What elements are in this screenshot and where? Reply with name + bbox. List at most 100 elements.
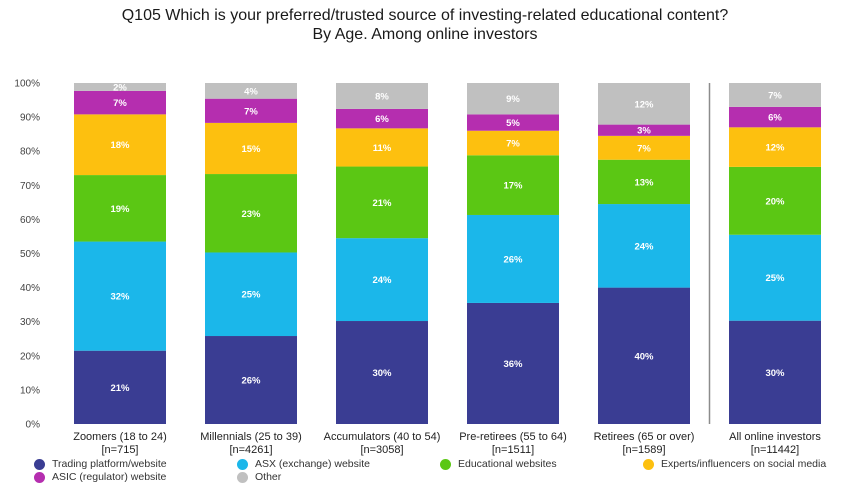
category-label: Millennials (25 to 39) [200, 431, 302, 443]
bar-stack: 30% 25% 20% 12% 6% 7% [729, 83, 821, 424]
bar-segment [467, 83, 559, 115]
bar-segment [205, 174, 297, 253]
category-label: Zoomers (18 to 24) [73, 431, 167, 443]
bar-segment [467, 155, 559, 215]
legend-swatch [440, 458, 451, 470]
bar-segment [205, 83, 297, 99]
category-sample-size: [n=3058] [360, 444, 403, 456]
bar-segment [205, 252, 297, 337]
bar-segment [598, 287, 690, 424]
data-label: 21% [372, 198, 392, 209]
data-label: 13% [634, 177, 654, 188]
category-sample-size: [n=11442] [751, 444, 799, 456]
bar-segment [205, 98, 297, 123]
bar-segment [74, 241, 166, 351]
data-label: 24% [634, 241, 654, 252]
bar-segment [205, 336, 297, 424]
legend-swatch [34, 471, 45, 483]
data-label: 6% [768, 113, 782, 124]
bar-segment [336, 83, 428, 109]
bar-segment [467, 214, 559, 303]
bar-stack: 36% 26% 17% 7% 5% 9% [467, 83, 559, 424]
x-axis-labels: Zoomers (18 to 24)[n=715] Millennials (25… [73, 431, 821, 456]
legend: Trading platform/website ASX (exchange) w… [34, 458, 834, 488]
category-label: Pre-retirees (55 to 64) [459, 431, 567, 443]
category-label: All online investors [729, 431, 821, 443]
bar-segment [598, 159, 690, 205]
bar-segment [598, 135, 690, 160]
legend-label: Other [255, 471, 282, 483]
y-tick-label: 40% [20, 283, 40, 294]
data-label: 11% [373, 143, 392, 154]
bar-segment [729, 320, 821, 424]
chart-title-line-2: By Age. Among online investors [312, 26, 538, 43]
legend-item: Experts/influencers on social media [643, 458, 826, 470]
legend-item: ASIC (regulator) website [34, 471, 166, 483]
legend-label: ASIC (regulator) website [52, 471, 167, 483]
data-label: 9% [506, 94, 520, 105]
data-label: 19% [110, 204, 130, 215]
category-sample-size: [n=1511] [492, 444, 534, 456]
bar-segment [74, 90, 166, 115]
data-label: 8% [375, 91, 389, 102]
category-label: Retirees (65 or over) [594, 431, 695, 443]
data-label: 30% [765, 368, 785, 379]
data-label: 26% [503, 254, 523, 265]
legend-swatch [643, 458, 654, 470]
bar-segment [729, 166, 821, 235]
y-tick-label: 20% [20, 351, 40, 362]
bar-segment [467, 302, 559, 424]
y-axis: 0% 10% 20% 30% 40% 50% 60% 70% 80% 90% 100% [14, 79, 40, 431]
data-label: 18% [110, 140, 130, 151]
data-label: 25% [241, 290, 261, 301]
data-label: 2% [113, 82, 127, 93]
bar-stack: 26% 25% 23% 15% 7% 4% [205, 83, 297, 424]
data-label: 7% [637, 143, 651, 154]
data-label: 23% [241, 209, 261, 220]
bar-stack: 21% 32% 19% 18% 7% 2% [74, 82, 166, 424]
data-label: 3% [637, 126, 651, 137]
data-label: 7% [768, 90, 782, 101]
y-tick-label: 80% [20, 147, 40, 158]
bar-segment [336, 108, 428, 129]
data-label: 12% [765, 143, 785, 154]
legend-item: Educational websites [440, 458, 557, 470]
data-label: 5% [506, 118, 520, 129]
legend-item: ASX (exchange) website [237, 458, 370, 470]
bar-segment [598, 83, 690, 125]
bar-segment [467, 130, 559, 156]
bar-segment [74, 114, 166, 176]
y-tick-label: 100% [14, 79, 40, 90]
y-tick-label: 10% [20, 385, 40, 396]
data-label: 36% [503, 359, 523, 370]
bar-segment [729, 83, 821, 107]
data-label: 17% [503, 181, 523, 192]
bar-segment [598, 124, 690, 136]
data-label: 30% [372, 368, 392, 379]
legend-label: Trading platform/website [52, 458, 167, 470]
bar-segment [336, 238, 428, 322]
data-label: 26% [241, 376, 261, 387]
bar-stack: 30% 24% 21% 11% 6% 8% [336, 83, 428, 424]
legend-swatch [34, 458, 45, 470]
chart-title: Q105 Which is your preferred/trusted sou… [0, 6, 850, 44]
category-sample-size: [n=715] [101, 444, 138, 456]
data-label: 6% [375, 114, 389, 125]
data-label: 7% [113, 98, 127, 109]
bar-segment [729, 106, 821, 128]
bar-segment [467, 114, 559, 131]
bar-segment [336, 128, 428, 167]
y-tick-label: 30% [20, 317, 40, 328]
category-sample-size: [n=1589] [622, 444, 665, 456]
data-label: 4% [244, 86, 258, 97]
data-label: 40% [634, 351, 654, 362]
data-label: 25% [765, 273, 785, 284]
data-label: 12% [634, 99, 654, 110]
data-label: 20% [765, 196, 785, 207]
y-tick-label: 50% [20, 249, 40, 260]
category-label: Accumulators (40 to 54) [324, 431, 441, 443]
bar-segment [74, 175, 166, 242]
data-label: 32% [110, 292, 130, 303]
bars: 21% 32% 19% 18% 7% 2% 26% 25% 23% 15% 7% 4% 30% 24% 21… [74, 82, 821, 424]
